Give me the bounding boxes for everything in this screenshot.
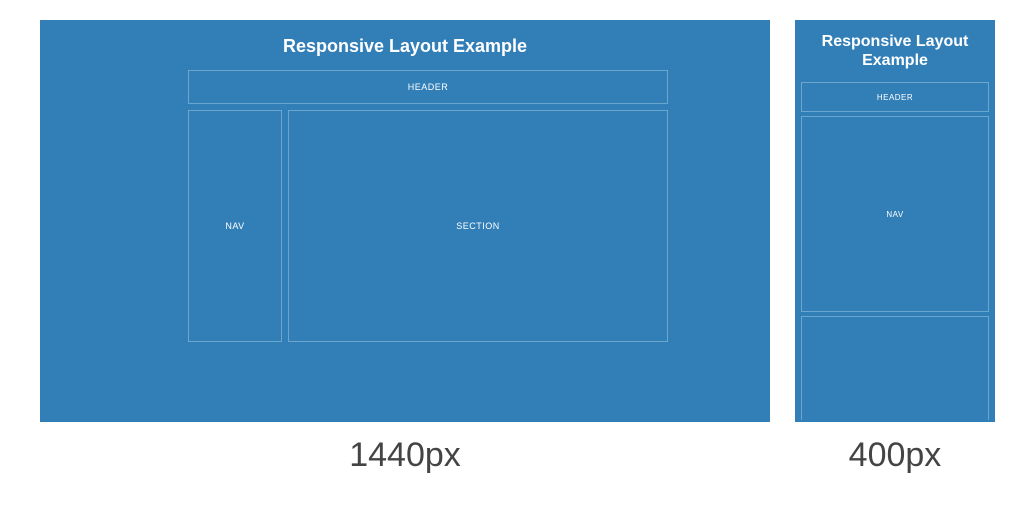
wide-section-region: SECTION xyxy=(288,110,668,342)
narrow-viewport-panel: Responsive Layout Example HEADER NAV xyxy=(795,20,995,422)
wide-viewport-panel: Responsive Layout Example HEADER NAV SEC… xyxy=(40,20,770,422)
wide-header-region: HEADER xyxy=(188,70,668,104)
narrow-nav-region: NAV xyxy=(801,116,989,312)
narrow-title: Responsive Layout Example xyxy=(795,32,995,70)
wide-caption: 1440px xyxy=(40,436,770,475)
wide-title: Responsive Layout Example xyxy=(40,36,770,57)
narrow-caption: 400px xyxy=(795,436,995,475)
narrow-section-region xyxy=(801,316,989,420)
wide-nav-region: NAV xyxy=(188,110,282,342)
diagram-stage: Responsive Layout Example HEADER NAV SEC… xyxy=(0,0,1024,532)
narrow-header-region: HEADER xyxy=(801,82,989,112)
